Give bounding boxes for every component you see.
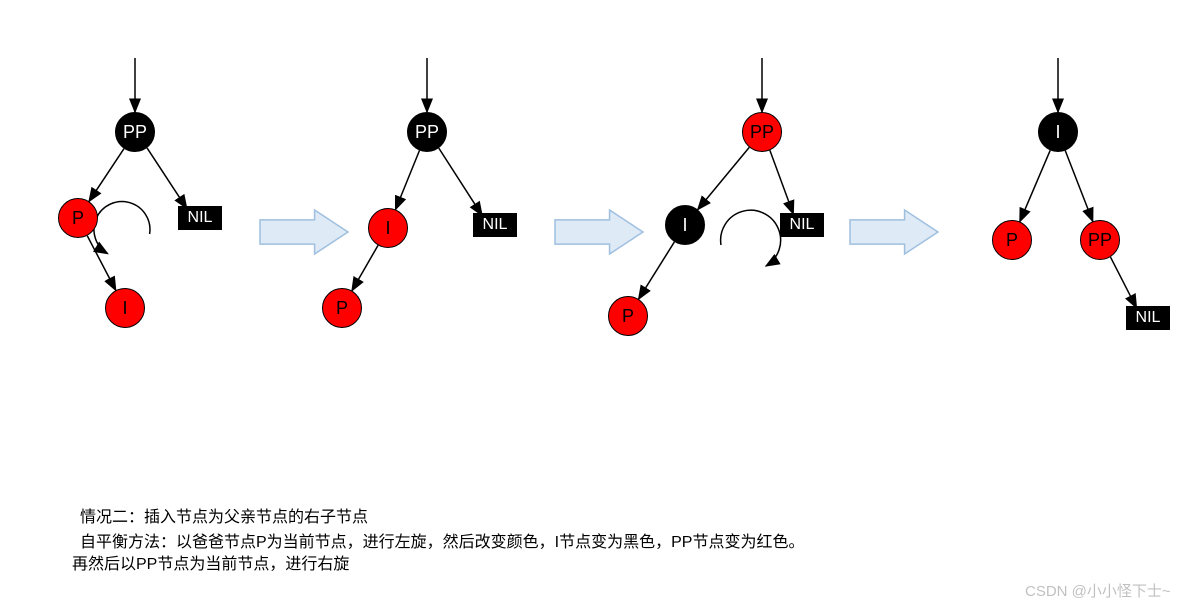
tree-node: PP — [742, 112, 782, 152]
nil-node: NIL — [780, 213, 824, 237]
tree-node: I — [368, 208, 408, 248]
caption-line-1: 情况二：插入节点为父亲节点的右子节点 — [80, 505, 368, 531]
diagram-canvas: PPPINILPPIPNILPPIPNILIPPPNIL 情况二：插入节点为父亲… — [0, 0, 1195, 606]
transition-arrow — [260, 210, 348, 254]
tree-node: P — [992, 220, 1032, 260]
caption-line-3: 再然后以PP节点为当前节点，进行右旋 — [72, 552, 349, 578]
watermark: CSDN @小小怪下士~ — [1025, 580, 1171, 601]
tree-node: PP — [115, 112, 155, 152]
tree-node: I — [105, 288, 145, 328]
tree-node: I — [665, 205, 705, 245]
tree-node: PP — [407, 112, 447, 152]
transition-arrow — [555, 210, 643, 254]
tree-node: PP — [1080, 220, 1120, 260]
transition-arrow — [850, 210, 938, 254]
tree-node: P — [322, 288, 362, 328]
nil-node: NIL — [178, 206, 222, 230]
tree-node: P — [608, 296, 648, 336]
tree-node: I — [1038, 112, 1078, 152]
tree-node: P — [58, 198, 98, 238]
nil-node: NIL — [1126, 306, 1170, 330]
nil-node: NIL — [473, 213, 517, 237]
